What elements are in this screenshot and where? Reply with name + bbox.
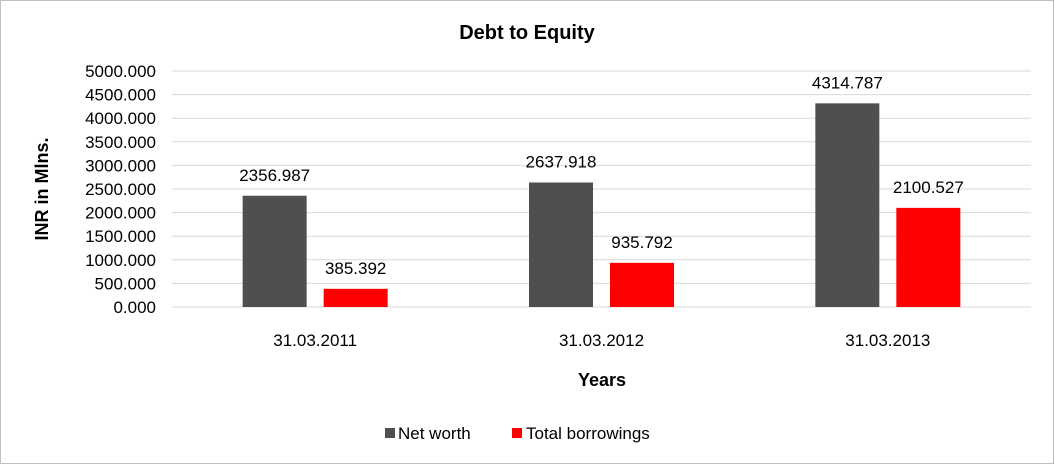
legend: Net worth Total borrowings: [385, 424, 650, 443]
data-labels: 2356.987 385.392 2637.918 935.792 4314.787 21…: [239, 73, 964, 277]
y-tick-label: 1000.000: [85, 251, 156, 270]
chart-title: Debt to Equity: [459, 22, 595, 44]
y-tick-label: 2500.000: [85, 180, 156, 199]
y-tick-label: 3500.000: [85, 133, 156, 152]
total-borrowings-bar: [323, 288, 388, 307]
net-worth-data-label: 2356.987: [239, 166, 310, 185]
x-tick-label: 31.03.2011: [273, 331, 357, 350]
total-borrowings-data-label: 385.392: [325, 259, 386, 278]
net-worth-bar: [529, 182, 593, 307]
net-worth-legend-swatch: [385, 428, 395, 438]
total-borrowings-bar: [610, 262, 674, 307]
bars: [242, 103, 961, 307]
y-tick-label: 0.000: [113, 298, 156, 317]
net-worth-data-label: 4314.787: [812, 73, 883, 92]
y-tick-label: 3000.000: [85, 156, 156, 175]
x-axis-title: Years: [578, 370, 626, 390]
y-tick-label: 5000.000: [85, 62, 156, 81]
net-worth-bar: [815, 103, 880, 307]
total-borrowings-legend-label: Total borrowings: [526, 424, 650, 443]
y-tick-label: 500.000: [95, 274, 156, 293]
total-borrowings-bar: [896, 207, 961, 307]
net-worth-data-label: 2637.918: [526, 152, 597, 171]
grid-lines: [172, 70, 1031, 308]
net-worth-legend-label: Net worth: [398, 424, 471, 443]
x-tick-label: 31.03.2013: [845, 331, 930, 350]
y-axis-title: INR in Mlns.: [32, 138, 52, 241]
y-tick-label: 2000.000: [85, 204, 156, 223]
total-borrowings-legend-swatch: [512, 428, 522, 438]
y-tick-label: 4000.000: [85, 109, 156, 128]
y-tick-label: 1500.000: [85, 227, 156, 246]
total-borrowings-data-label: 2100.527: [893, 178, 964, 197]
net-worth-bar: [242, 195, 307, 307]
y-tick-label: 4500.000: [85, 86, 156, 105]
total-borrowings-data-label: 935.792: [611, 233, 672, 252]
x-tick-label: 31.03.2012: [559, 331, 644, 350]
x-axis-ticks: 31.03.2011 31.03.2012 31.03.2013: [273, 331, 930, 350]
y-axis-ticks: 0.000 500.000 1000.000 1500.000 2000.000 2500…: [85, 62, 156, 317]
